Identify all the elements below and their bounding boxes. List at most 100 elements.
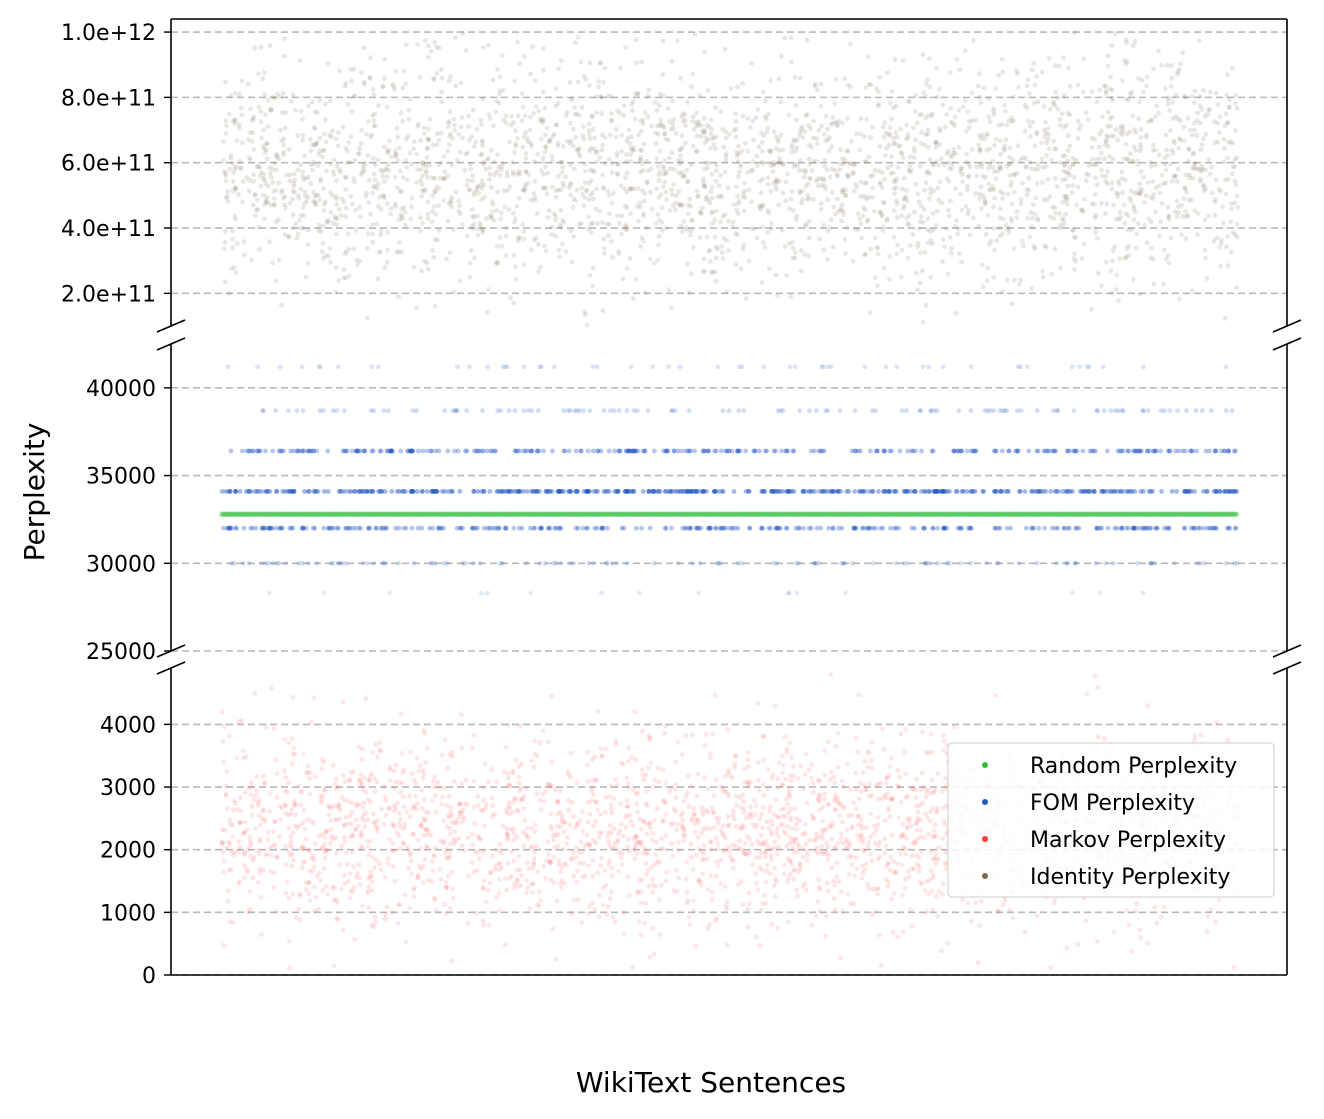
- data-point-markov: [509, 849, 515, 854]
- data-point-fom: [736, 408, 742, 414]
- data-point-markov: [664, 870, 670, 875]
- data-point-markov: [940, 836, 945, 841]
- data-point-fom: [626, 448, 632, 454]
- data-point-fom: [1035, 448, 1041, 454]
- data-point-identity: [1027, 160, 1033, 165]
- data-point-markov: [883, 843, 889, 849]
- data-point-markov: [374, 824, 379, 830]
- data-point-fom: [752, 448, 757, 454]
- data-point-markov: [732, 762, 738, 767]
- data-point-markov: [382, 821, 387, 827]
- data-point-identity: [934, 66, 939, 71]
- data-point-identity: [967, 125, 972, 130]
- data-point-fom: [930, 525, 936, 531]
- data-point-fom: [1043, 489, 1049, 494]
- data-point-identity: [1189, 94, 1195, 99]
- data-point-markov: [342, 873, 347, 878]
- data-point-markov: [741, 799, 746, 804]
- data-point-markov: [1007, 907, 1013, 913]
- data-point-markov: [493, 863, 499, 868]
- data-point-fom: [899, 408, 905, 414]
- data-point-markov: [688, 783, 694, 789]
- data-point-fom: [521, 364, 527, 370]
- data-point-fom: [1189, 448, 1194, 454]
- data-point-fom: [1031, 525, 1036, 531]
- data-point-fom: [331, 525, 337, 531]
- data-point-markov: [421, 880, 426, 885]
- data-point-fom: [1232, 489, 1238, 494]
- data-point-markov: [440, 794, 445, 800]
- data-point-identity: [366, 177, 372, 183]
- data-point-markov: [834, 860, 840, 866]
- data-point-fom: [652, 448, 657, 454]
- data-point-markov: [562, 881, 568, 887]
- data-point-markov: [579, 920, 584, 925]
- data-point-markov: [890, 930, 896, 935]
- data-point-fom: [257, 448, 262, 454]
- data-point-markov: [585, 911, 591, 917]
- data-point-markov: [825, 844, 831, 850]
- data-point-markov: [619, 862, 625, 867]
- data-point-fom: [356, 525, 362, 531]
- data-point-markov: [710, 731, 716, 737]
- data-point-markov: [474, 910, 479, 916]
- data-point-fom: [792, 364, 798, 370]
- data-point-markov: [538, 807, 544, 812]
- data-point-markov: [485, 887, 491, 893]
- data-point-markov: [463, 777, 469, 783]
- data-point-fom: [751, 448, 757, 454]
- data-point-markov: [358, 778, 363, 783]
- data-point-fom: [1162, 408, 1167, 414]
- data-point-markov: [835, 730, 841, 736]
- data-point-markov: [482, 823, 488, 828]
- data-point-markov: [761, 758, 766, 763]
- data-point-markov: [349, 821, 355, 827]
- data-point-markov: [606, 839, 612, 844]
- data-point-markov: [382, 794, 388, 800]
- data-point-markov: [506, 775, 511, 781]
- data-point-fom: [1084, 364, 1090, 370]
- data-point-markov: [346, 798, 351, 804]
- data-point-markov: [668, 821, 674, 827]
- data-point-markov: [691, 806, 697, 811]
- data-point-markov: [758, 833, 764, 838]
- data-point-markov: [387, 765, 393, 770]
- data-point-markov: [712, 692, 718, 698]
- data-point-markov: [503, 876, 508, 881]
- data-point-identity: [267, 170, 273, 176]
- data-point-markov: [863, 787, 869, 793]
- data-point-fom: [910, 448, 916, 454]
- data-point-fom: [661, 448, 666, 454]
- data-point-markov: [757, 841, 763, 847]
- data-point-markov: [433, 810, 439, 815]
- data-point-fom: [888, 525, 893, 531]
- data-point-markov: [726, 794, 732, 800]
- data-point-markov: [268, 685, 274, 691]
- data-point-markov: [483, 899, 489, 905]
- data-point-fom: [529, 448, 535, 454]
- data-point-fom: [1159, 489, 1164, 494]
- data-point-fom: [336, 364, 341, 370]
- data-point-markov: [771, 883, 777, 888]
- data-point-identity: [365, 231, 371, 237]
- data-point-fom: [632, 448, 638, 454]
- data-point-fom: [606, 448, 612, 454]
- data-point-markov: [768, 818, 774, 823]
- data-point-markov: [807, 837, 812, 843]
- data-point-identity: [838, 147, 844, 153]
- data-point-markov: [518, 883, 523, 889]
- data-point-fom: [1171, 560, 1177, 566]
- data-point-markov: [371, 865, 377, 871]
- data-point-markov: [418, 762, 423, 768]
- data-point-markov: [868, 811, 873, 817]
- data-point-markov: [424, 746, 430, 751]
- data-point-fom: [567, 560, 573, 566]
- data-point-fom: [1065, 448, 1070, 454]
- data-point-markov: [803, 821, 808, 827]
- data-point-markov: [816, 884, 822, 890]
- data-point-markov: [923, 794, 929, 799]
- data-point-markov: [601, 885, 606, 890]
- data-point-markov: [332, 803, 337, 809]
- data-point-markov: [277, 834, 282, 839]
- data-point-markov: [617, 828, 623, 833]
